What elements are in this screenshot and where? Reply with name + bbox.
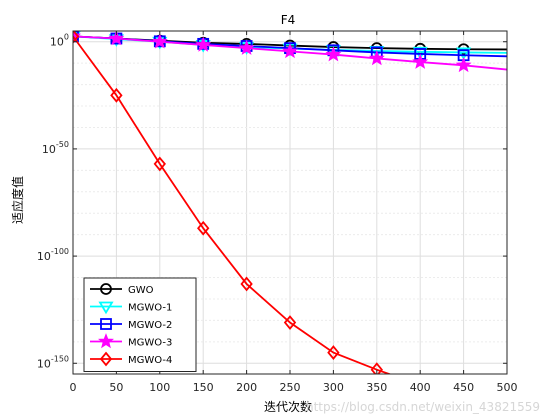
legend-item-gwo: GWO	[90, 283, 154, 296]
y-tick-label: 10-100	[37, 247, 69, 263]
legend-label: MGWO-4	[128, 355, 172, 366]
y-tick-label: 10-150	[37, 354, 69, 370]
x-tick-label: 500	[497, 381, 518, 394]
series-mgwo-3	[73, 31, 507, 73]
legend-label: MGWO-2	[128, 320, 172, 331]
data-point	[282, 42, 298, 59]
data-point	[240, 276, 253, 292]
legend-label: GWO	[128, 285, 154, 296]
data-point	[370, 362, 383, 374]
legend-marker	[98, 301, 114, 315]
x-tick-label: 50	[109, 381, 123, 394]
data-point	[110, 87, 123, 103]
legend-label: MGWO-1	[128, 303, 172, 314]
legend-item-mgwo-2: MGWO-2	[90, 318, 172, 331]
data-point	[153, 156, 166, 172]
data-point	[151, 33, 168, 49]
data-point	[412, 53, 429, 69]
x-tick-label: 300	[323, 381, 344, 394]
data-point	[327, 345, 340, 360]
data-point	[238, 39, 255, 55]
data-point	[195, 36, 212, 52]
x-tick-label: 200	[236, 381, 257, 394]
data-point	[325, 46, 342, 62]
x-tick-label: 450	[453, 381, 474, 394]
data-point	[197, 220, 210, 236]
x-tick-label: 150	[193, 381, 214, 394]
series-mgwo-4	[73, 31, 392, 374]
legend-item-mgwo-1: MGWO-1	[90, 301, 172, 315]
x-tick-label: 100	[149, 381, 170, 394]
y-tick-label: 100	[50, 33, 69, 49]
data-point	[73, 31, 80, 44]
x-tick-label: 350	[366, 381, 387, 394]
chart-title: F4	[281, 13, 296, 27]
legend-marker	[100, 318, 112, 330]
data-point	[412, 46, 428, 60]
legend-marker	[99, 351, 113, 367]
data-point	[108, 31, 125, 46]
legend-item-mgwo-4: MGWO-4	[90, 351, 172, 367]
series-line	[73, 35, 392, 374]
legend-marker	[100, 283, 112, 295]
legend-marker	[98, 333, 114, 349]
y-axis-label: 适应度值	[10, 176, 25, 224]
data-point	[283, 315, 297, 330]
legend-label: MGWO-3	[128, 338, 172, 349]
data-point	[455, 56, 472, 73]
x-tick-label: 250	[280, 381, 301, 394]
x-tick-label: 400	[410, 381, 431, 394]
y-tick-label: 10-50	[42, 140, 69, 156]
x-tick-label: 0	[70, 381, 77, 394]
watermark: https://blog.csdn.net/weixin_43821559	[305, 400, 540, 414]
tick-labels: 0 50 100 150 200 250 300 350 400 450 500 100 10-50 10…	[37, 33, 518, 394]
legend: GWO MGWO-1 MGWO-2 MGWO-3 MGWO-4	[83, 277, 197, 372]
data-point	[456, 47, 472, 61]
data-point	[368, 50, 385, 66]
legend-item-mgwo-3: MGWO-3	[90, 333, 172, 349]
x-axis-label: 迭代次数	[264, 399, 312, 414]
series-group	[73, 31, 507, 374]
